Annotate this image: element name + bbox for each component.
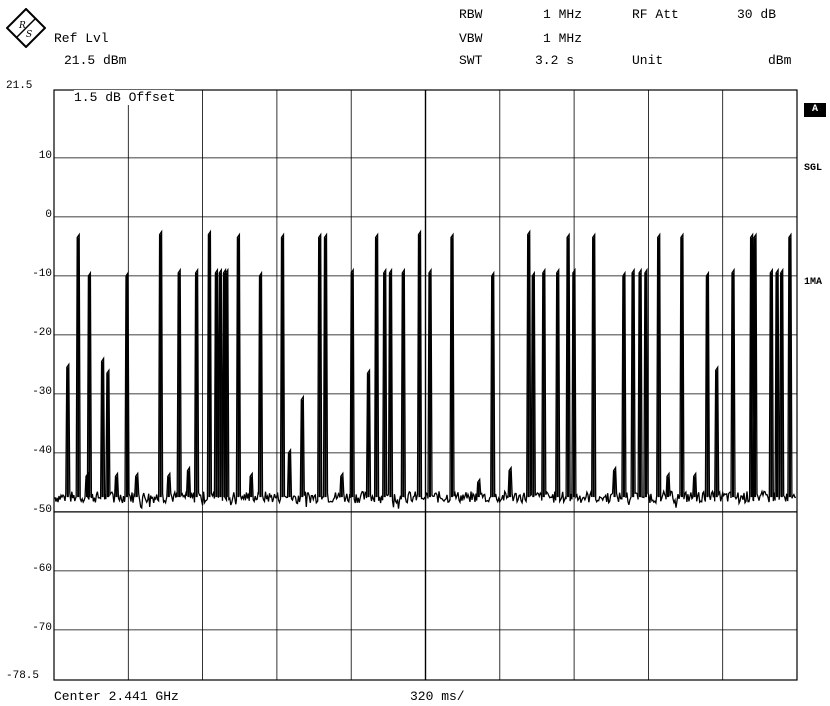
svg-text:S: S — [26, 30, 32, 40]
vbw-value: 1 MHz — [543, 31, 583, 46]
y-tick-label: -40 — [32, 444, 52, 457]
y-tick-label: -50 — [32, 503, 52, 516]
detector-label: 1MA — [804, 277, 823, 288]
time-per-division: 320 ms/ — [410, 689, 465, 704]
rbw-value: 1 MHz — [543, 7, 583, 22]
unit-label: Unit — [632, 53, 664, 68]
swt-value: 3.2 s — [535, 53, 575, 68]
rf-att-value: 30 dB — [737, 7, 777, 22]
ref-level-value: 21.5 dBm — [64, 53, 127, 68]
y-tick-label: -30 — [32, 385, 52, 398]
rbw-label: RBW — [459, 7, 483, 22]
center-frequency: Center 2.441 GHz — [54, 689, 179, 704]
y-tick-label: -70 — [32, 621, 52, 634]
y-tick-label: -10 — [32, 267, 52, 280]
rohde-schwarz-logo-icon: R S — [5, 7, 47, 53]
y-tick-label: 0 — [45, 208, 52, 221]
ref-level-label: Ref Lvl — [54, 31, 109, 46]
plot-frame — [53, 89, 798, 681]
y-tick-label: -20 — [32, 326, 52, 339]
sweep-mode-label: SGL — [804, 163, 823, 174]
y-tick-label: 10 — [38, 149, 52, 162]
unit-value: dBm — [768, 53, 792, 68]
trace-line — [54, 229, 797, 510]
swt-label: SWT — [459, 53, 483, 68]
svg-text:R: R — [18, 21, 26, 31]
offset-annotation: 1.5 dB Offset — [74, 90, 176, 105]
rf-att-label: RF Att — [632, 7, 679, 22]
y-tick-label: 21.5 — [6, 80, 33, 92]
trace-a-badge: A — [804, 103, 826, 117]
vbw-label: VBW — [459, 31, 483, 46]
y-tick-label: -60 — [32, 562, 52, 575]
y-tick-label: -78.5 — [6, 670, 40, 682]
